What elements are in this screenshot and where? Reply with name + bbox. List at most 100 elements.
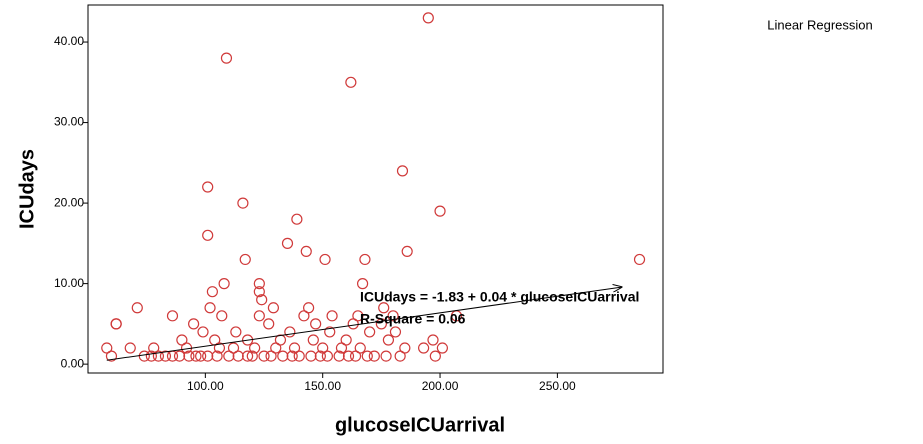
point xyxy=(253,286,265,298)
point xyxy=(319,253,331,266)
point xyxy=(256,294,268,306)
point xyxy=(206,286,218,298)
point xyxy=(202,229,214,241)
point xyxy=(131,302,143,314)
point xyxy=(237,197,249,209)
point xyxy=(195,350,207,362)
point xyxy=(138,350,150,362)
point xyxy=(286,350,298,362)
y-tick-label: 30.00 xyxy=(54,115,84,129)
point xyxy=(159,350,172,362)
point xyxy=(281,237,294,249)
point xyxy=(434,205,446,217)
point xyxy=(253,278,265,290)
point xyxy=(166,310,179,322)
point xyxy=(387,310,399,322)
point xyxy=(204,302,216,314)
point xyxy=(633,253,646,266)
point xyxy=(291,213,303,225)
point xyxy=(263,318,275,330)
x-tick-label: 150.00 xyxy=(304,379,341,393)
point xyxy=(145,350,157,362)
y-axis-label: ICUdays xyxy=(16,149,38,229)
point xyxy=(249,342,261,354)
point xyxy=(197,326,209,338)
point xyxy=(190,350,202,362)
point xyxy=(124,342,136,354)
point xyxy=(218,278,230,290)
point xyxy=(267,302,280,314)
regression-line xyxy=(106,287,622,361)
point xyxy=(258,350,270,362)
point xyxy=(427,334,439,346)
point xyxy=(396,165,409,177)
point xyxy=(380,350,392,362)
y-tick-label: 0.00 xyxy=(61,356,85,370)
point xyxy=(202,181,214,193)
point xyxy=(241,350,254,362)
point xyxy=(314,350,326,362)
point xyxy=(349,350,362,362)
point xyxy=(326,310,338,322)
point xyxy=(378,302,390,314)
x-tick-label: 100.00 xyxy=(187,379,224,393)
y-tick-label: 40.00 xyxy=(54,34,84,48)
point xyxy=(220,52,233,64)
point xyxy=(324,326,336,338)
x-tick-label: 200.00 xyxy=(422,379,459,393)
point xyxy=(152,350,165,362)
point xyxy=(356,278,369,290)
point xyxy=(321,350,333,362)
point xyxy=(347,318,359,330)
point xyxy=(293,350,305,362)
x-axis-label: glucoseICUarrival xyxy=(335,414,505,436)
annotation: ICUdays = -1.83 + 0.04 * glucoseICUarriv… xyxy=(360,289,639,305)
point xyxy=(382,334,395,346)
point xyxy=(436,342,448,354)
point xyxy=(232,350,244,362)
point xyxy=(110,318,122,330)
point xyxy=(183,350,195,362)
point xyxy=(333,350,345,362)
point xyxy=(277,350,289,362)
point xyxy=(335,342,348,354)
point xyxy=(298,310,310,322)
point xyxy=(342,350,355,362)
point xyxy=(223,350,235,362)
point xyxy=(305,350,317,362)
point xyxy=(418,342,430,354)
point xyxy=(253,310,265,322)
point xyxy=(202,350,214,362)
point xyxy=(364,326,376,338)
point xyxy=(246,350,258,362)
point xyxy=(401,245,413,258)
point xyxy=(300,245,312,258)
point xyxy=(307,334,319,346)
point xyxy=(422,12,434,24)
point xyxy=(173,350,186,362)
point xyxy=(265,350,277,362)
y-tick-label: 20.00 xyxy=(54,195,84,209)
point xyxy=(368,350,380,362)
point xyxy=(310,318,322,330)
point xyxy=(239,253,251,266)
point xyxy=(345,76,357,88)
point xyxy=(188,318,200,330)
point xyxy=(213,342,226,354)
point xyxy=(394,350,406,362)
y-tick-label: 10.00 xyxy=(54,276,84,290)
point xyxy=(211,350,223,362)
point xyxy=(216,310,228,322)
point xyxy=(375,318,387,330)
annotation: R-Square = 0.06 xyxy=(360,311,466,327)
point xyxy=(361,350,373,362)
plot-area xyxy=(87,4,664,374)
point xyxy=(105,350,118,362)
point xyxy=(230,326,242,338)
legend-text: Linear Regression xyxy=(767,17,873,32)
point xyxy=(359,253,371,266)
point xyxy=(284,326,296,338)
point xyxy=(429,350,441,362)
x-tick-label: 250.00 xyxy=(539,379,576,393)
